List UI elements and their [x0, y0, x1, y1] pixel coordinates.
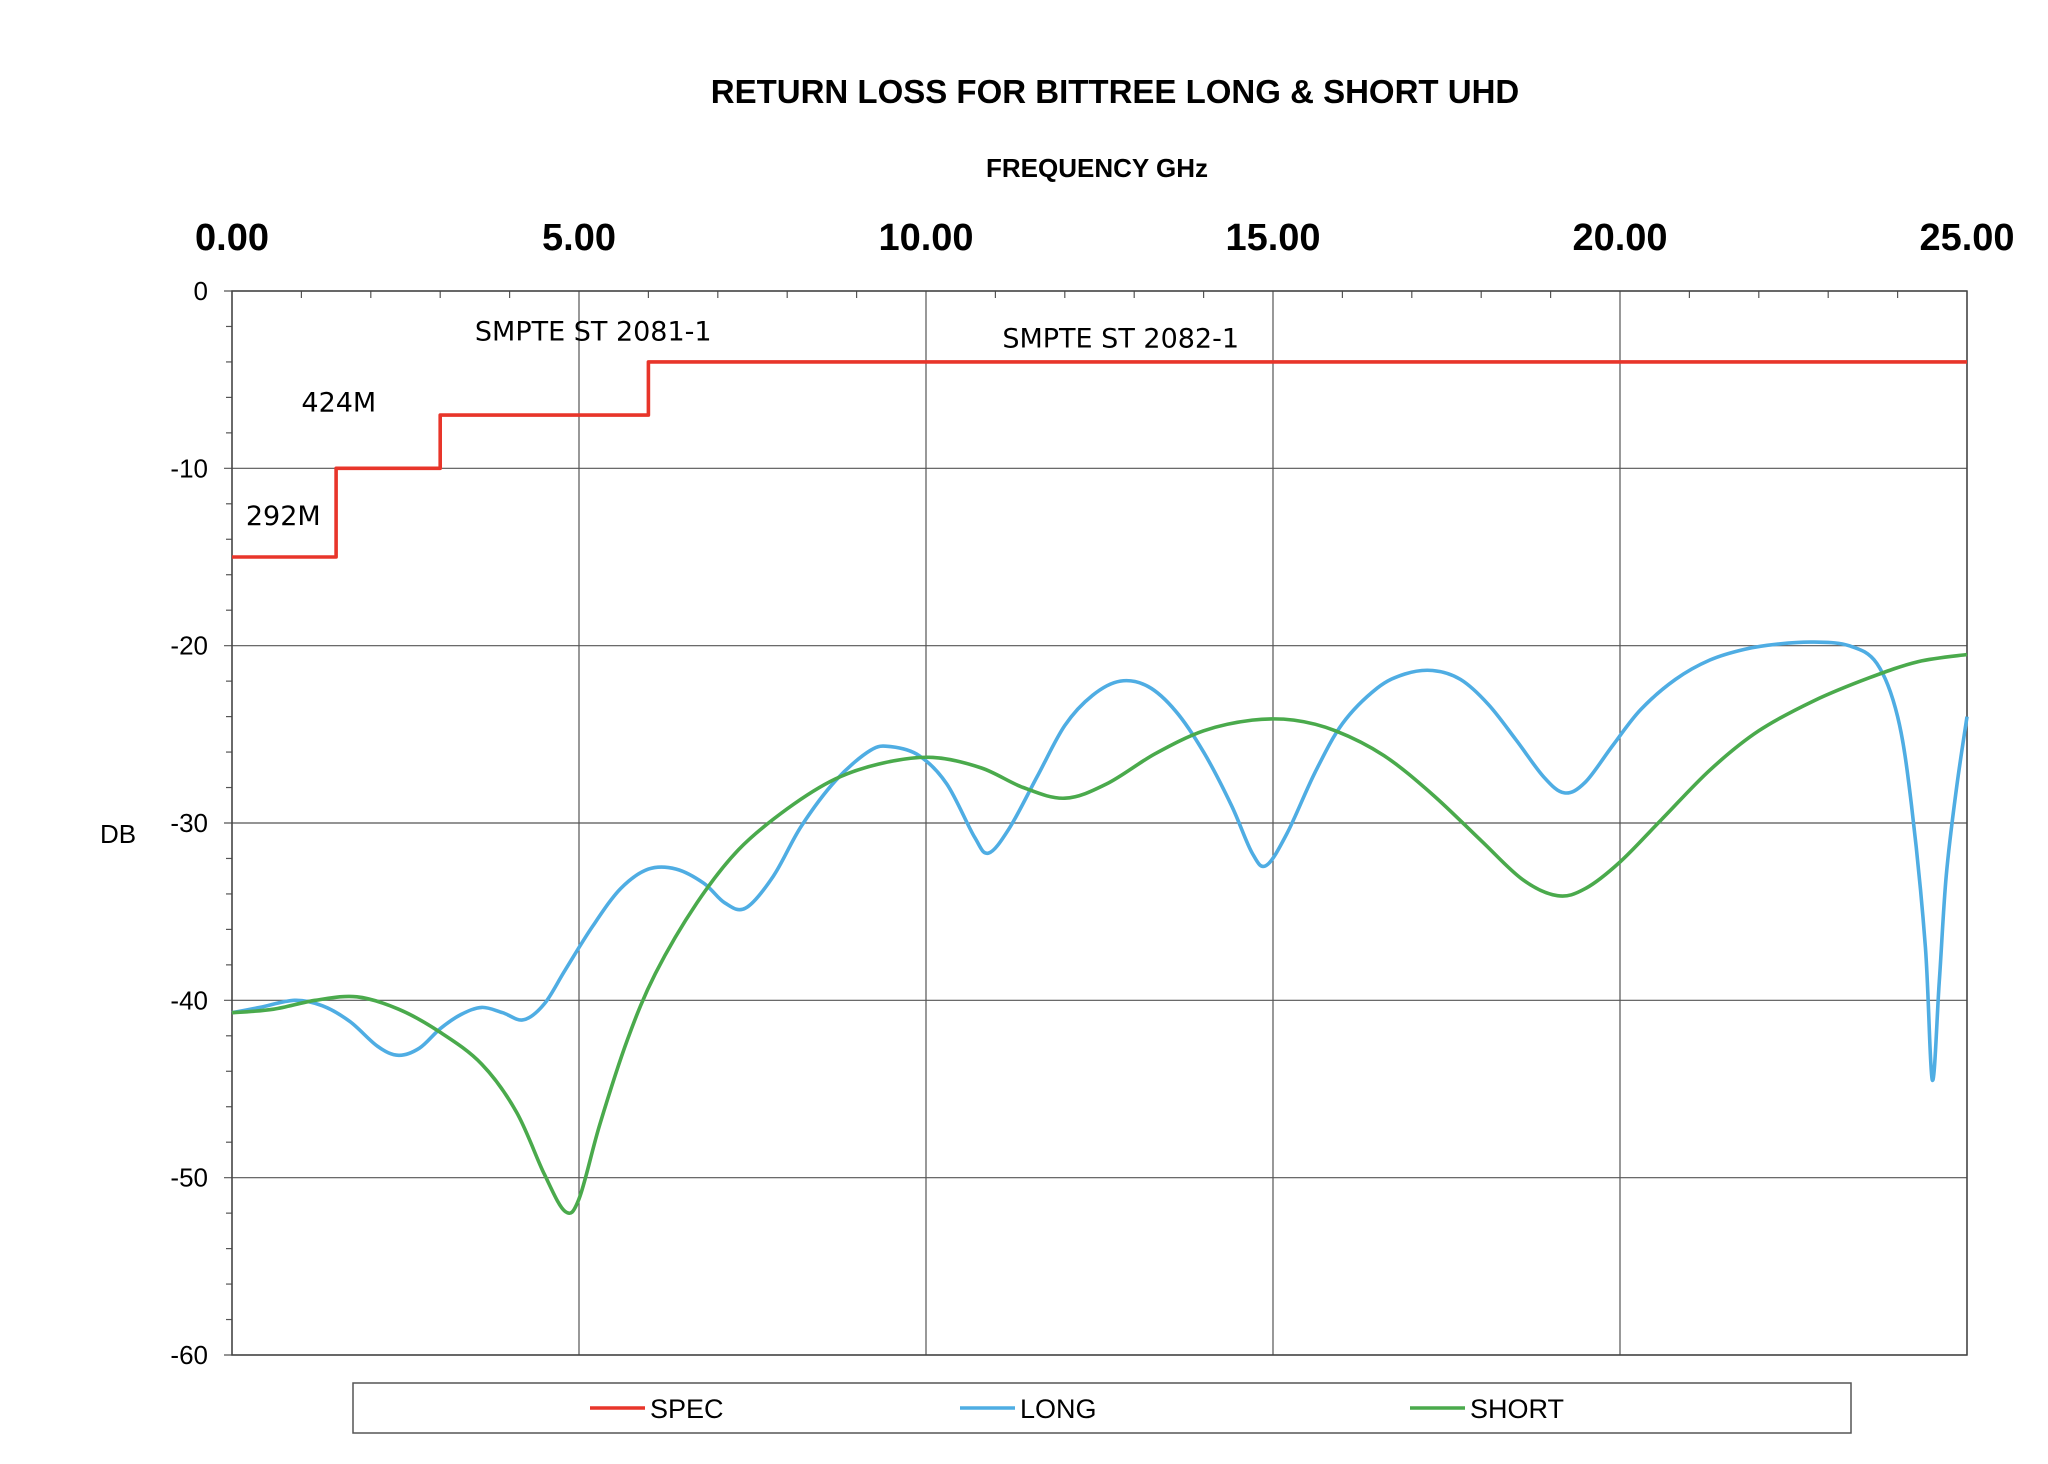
series-long-line — [231, 640, 1969, 1082]
annotation-label: SMPTE ST 2082-1 — [1002, 324, 1239, 355]
x-tick-label: 20.00 — [1572, 217, 1667, 259]
annotation-label: 292M — [246, 501, 321, 532]
legend-label-spec: SPEC — [650, 1394, 724, 1424]
chart-title: RETURN LOSS FOR BITTREE LONG & SHORT UHD — [711, 73, 1520, 110]
y-tick-label: -50 — [170, 1163, 208, 1193]
x-tick-label: 0.00 — [195, 217, 269, 259]
y-axis-label: DB — [100, 819, 136, 849]
legend: SPEC LONG SHORT — [352, 1382, 1852, 1434]
legend-box — [352, 1382, 1852, 1434]
grid — [224, 290, 1968, 1356]
y-tick-label: 0 — [194, 276, 208, 306]
annotation-label: SMPTE ST 2081-1 — [475, 317, 712, 348]
x-tick-label: 5.00 — [542, 217, 616, 259]
annotations: 292M 424M SMPTE ST 2081-1 SMPTE ST 2082-1 — [246, 317, 1239, 532]
y-tick-label: -40 — [170, 985, 208, 1015]
y-ticks: 0 -10 -20 -30 -40 -50 -60 — [170, 276, 208, 1370]
plot-frame — [231, 290, 1968, 1356]
legend-label-long: LONG — [1020, 1394, 1097, 1424]
y-tick-label: -30 — [170, 808, 208, 838]
x-tick-label: 15.00 — [1225, 217, 1320, 259]
series-lines — [231, 360, 1969, 1216]
x-tick-label: 10.00 — [878, 217, 973, 259]
x-tick-label: 25.00 — [1919, 217, 2014, 259]
series-short-line — [231, 652, 1968, 1216]
legend-items: SPEC LONG SHORT — [590, 1394, 1564, 1424]
series-spec-line — [232, 360, 1967, 559]
y-tick-label: -10 — [170, 453, 208, 483]
y-tick-label: -60 — [170, 1340, 208, 1370]
x-ticks: 0.00 5.00 10.00 15.00 20.00 25.00 — [195, 217, 2015, 259]
y-tick-label: -20 — [170, 631, 208, 661]
annotation-label: 424M — [301, 388, 376, 419]
x-axis-label: FREQUENCY GHz — [986, 153, 1208, 183]
legend-label-short: SHORT — [1470, 1394, 1564, 1424]
